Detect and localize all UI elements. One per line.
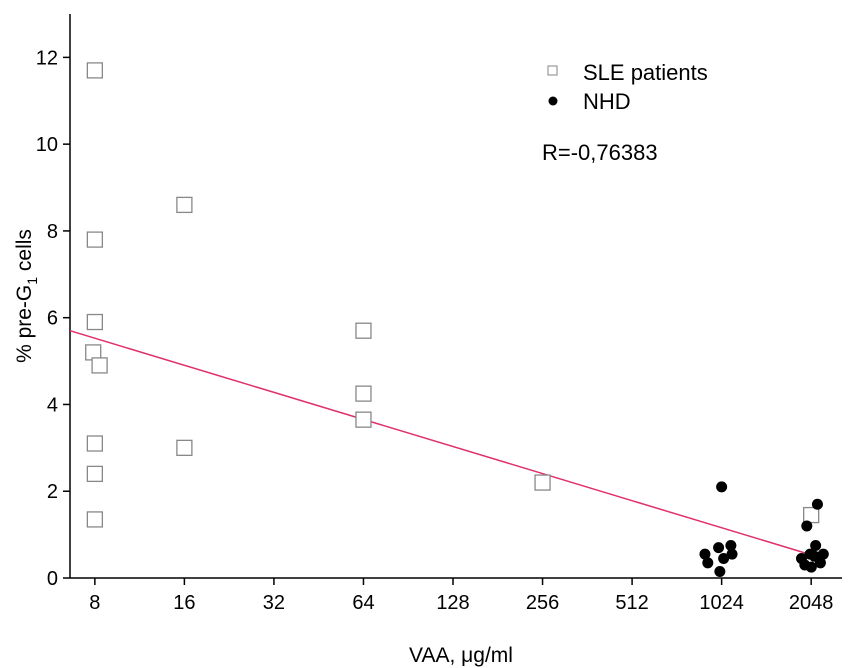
y-tick-label: 2	[47, 481, 58, 503]
nhd-point	[811, 498, 823, 510]
sle-patient-point	[86, 435, 104, 452]
y-tick-label: 10	[36, 134, 58, 156]
x-tick-label: 512	[615, 592, 648, 614]
sle-patient-point	[91, 357, 108, 374]
nhd-point	[817, 548, 829, 560]
sle-patient-point	[355, 411, 372, 428]
x-tick-label: 256	[526, 592, 559, 614]
sle-patient-point	[86, 313, 104, 331]
data-points	[85, 62, 829, 577]
sle-patient-point	[176, 439, 193, 456]
sle-patient-point	[86, 511, 104, 528]
y-tick-label: 6	[47, 308, 58, 330]
nhd-point	[801, 520, 813, 532]
sle-patient-point	[534, 474, 551, 491]
x-tick-label: 64	[352, 592, 374, 614]
nhd-point	[726, 548, 738, 560]
y-tick-label: 12	[36, 47, 58, 69]
regression-line	[69, 329, 821, 559]
x-ticks: 8 16 32 64 128 256 512 1024 2048	[89, 578, 833, 614]
y-tick-label: 8	[47, 221, 58, 243]
x-tick-label: 1024	[699, 592, 744, 614]
x-axis-title: VAA, μg/ml	[409, 644, 513, 667]
legend-nhd-label: NHD	[583, 89, 631, 114]
legend-sle-label: SLE patients	[583, 60, 708, 85]
regression-line-group	[69, 329, 821, 559]
x-tick-label: 2048	[789, 592, 834, 614]
sle-patient-point	[86, 62, 104, 79]
correlation-annotation: R=-0,76383	[542, 140, 658, 165]
x-tick-label: 8	[89, 592, 100, 614]
legend-nhd-marker	[548, 96, 558, 106]
y-tick-label: 4	[47, 394, 58, 416]
y-tick-label: 0	[47, 568, 58, 590]
axes	[69, 14, 842, 579]
legend: SLE patients NHD R=-0,76383	[542, 60, 708, 165]
y-axis-title: % pre-G1 cells	[13, 229, 40, 363]
x-tick-label: 128	[436, 592, 469, 614]
sle-patient-point	[176, 196, 193, 214]
x-tick-label: 16	[173, 592, 195, 614]
sle-patient-point	[803, 506, 820, 524]
nhd-point	[805, 561, 817, 573]
nhd-point	[814, 557, 826, 569]
nhd-point	[713, 542, 725, 554]
nhd-point	[810, 539, 822, 551]
nhd-point	[714, 565, 726, 577]
sle-patient-point	[86, 465, 104, 483]
x-tick-label: 32	[263, 592, 285, 614]
y-ticks: 0 2 4 6 8 10 12	[36, 47, 70, 590]
legend-sle-marker	[547, 65, 558, 76]
sle-patient-point	[355, 385, 372, 402]
nhd-point	[699, 548, 711, 560]
sle-patient-point	[86, 231, 104, 248]
nhd-point	[804, 548, 816, 560]
nhd-point	[702, 557, 714, 569]
nhd-point	[716, 481, 728, 493]
nhd-point	[718, 552, 730, 564]
nhd-point	[725, 539, 737, 551]
sle-patient-point	[355, 322, 372, 339]
